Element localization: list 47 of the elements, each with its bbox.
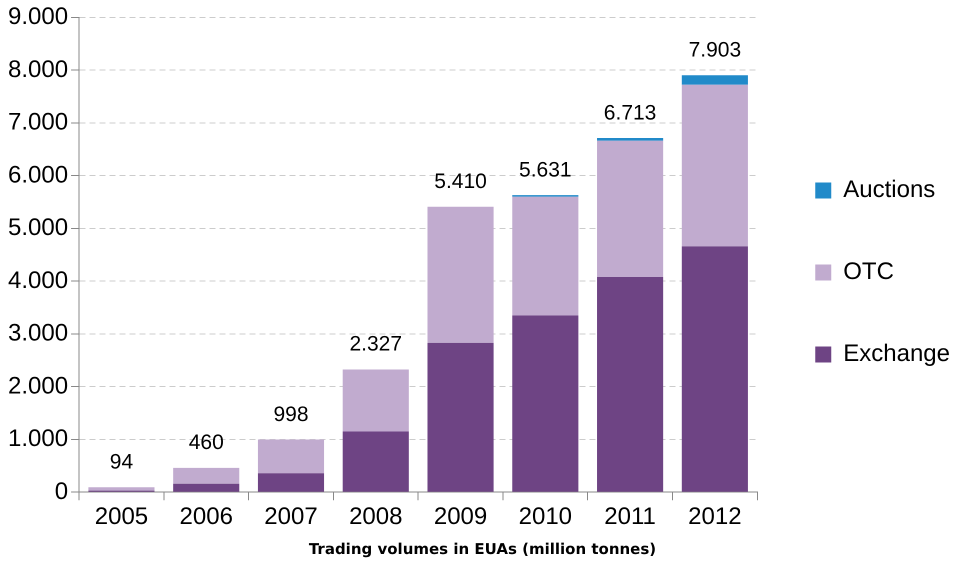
total-label: 6.713 <box>604 101 656 124</box>
bar <box>682 75 748 85</box>
bar <box>512 315 578 492</box>
y-tick-label: 0 <box>54 478 68 505</box>
bar <box>258 440 324 474</box>
bar <box>342 369 409 432</box>
legend-label: Exchange <box>843 340 950 368</box>
x-tick-label: 2009 <box>434 503 488 530</box>
legend-label: OTC <box>843 258 894 286</box>
bar <box>173 484 240 492</box>
total-label: 5.410 <box>434 170 487 194</box>
x-tick-label: 2006 <box>180 503 233 530</box>
y-tick-label: 3.000 <box>8 320 68 347</box>
x-tick-label: 2008 <box>349 503 402 530</box>
total-label: 5.631 <box>519 158 572 182</box>
y-tick-label: 5.000 <box>8 214 68 242</box>
total-label: 7.903 <box>688 38 742 62</box>
bar <box>682 84 748 246</box>
y-tick-label: 4.000 <box>8 266 68 294</box>
bar <box>597 276 664 492</box>
x-tick-label: 2007 <box>264 503 318 530</box>
bar <box>342 432 409 492</box>
total-label: 94 <box>110 450 134 474</box>
total-label: 998 <box>273 402 309 426</box>
y-tick-label: 1.000 <box>8 425 68 452</box>
y-tick-label: 2.000 <box>8 372 68 400</box>
bar <box>258 473 324 492</box>
bar <box>427 206 494 343</box>
x-axis-title: Trading volumes in EUAs (million tonnes) <box>308 540 658 558</box>
x-tick-label: 2010 <box>518 503 572 530</box>
bar <box>88 487 155 491</box>
total-label: 460 <box>188 431 224 454</box>
total-label: 2.327 <box>349 332 402 356</box>
x-tick-label: 2012 <box>688 503 742 530</box>
bar <box>173 468 240 484</box>
legend-label: Auctions <box>843 176 936 204</box>
bar <box>427 342 494 492</box>
x-tick-label: 2011 <box>604 503 656 530</box>
bar <box>597 140 664 277</box>
y-tick-label: 7.000 <box>8 108 68 136</box>
y-tick-label: 8.000 <box>8 56 68 83</box>
y-tick-label: 6.000 <box>8 161 68 188</box>
bar <box>512 196 578 316</box>
bar <box>597 138 664 141</box>
x-tick-label: 2005 <box>94 503 148 530</box>
y-tick-label: 9.000 <box>8 3 68 30</box>
bar <box>682 246 748 492</box>
